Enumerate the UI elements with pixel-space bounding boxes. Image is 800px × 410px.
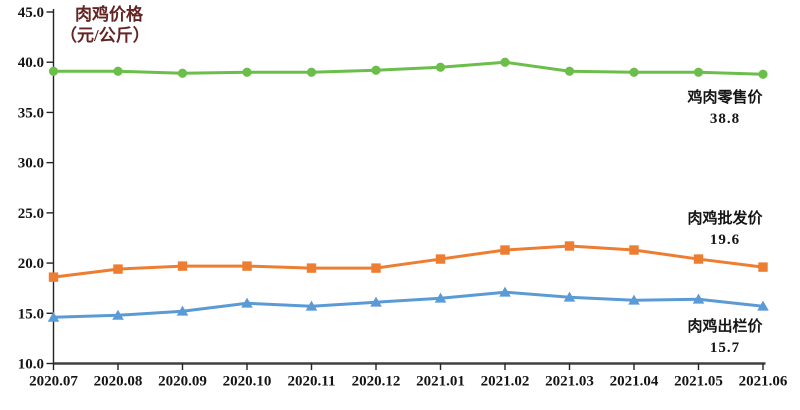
x-axis-label: 2020.10 [223, 374, 272, 390]
x-axis-label: 2021.06 [739, 374, 788, 390]
data-point-square [500, 245, 510, 255]
data-point-circle [177, 68, 188, 78]
x-axis-label: 2021.01 [416, 374, 465, 390]
data-point-triangle [112, 309, 124, 320]
data-point-triangle [434, 292, 447, 303]
x-axis-label: 2021.03 [545, 374, 594, 390]
series-annotation-broiler-farmgate: 肉鸡出栏价 15.7 [655, 317, 795, 359]
data-point-circle [758, 69, 768, 79]
series-line-2 [52, 290, 765, 319]
x-axis-label: 2020.09 [158, 374, 207, 390]
series-annotation-chicken-retail: 鸡肉零售价 38.8 [655, 88, 795, 130]
x-axis-label: 2021.02 [481, 374, 530, 390]
series-label-broiler-farmgate: 肉鸡出栏价 [687, 319, 763, 335]
chart-title-line2: （元/公斤） [60, 26, 150, 45]
series-value-chicken-retail: 38.8 [709, 111, 741, 127]
x-axis-label: 2021.05 [674, 374, 723, 390]
data-point-triangle [757, 300, 769, 311]
data-point-triangle [370, 296, 382, 307]
y-axis-label: 30.0 [18, 156, 44, 172]
series-label-broiler-wholesale: 肉鸡批发价 [687, 211, 763, 227]
series-value-broiler-farmgate: 15.7 [709, 340, 741, 356]
data-point-circle [48, 66, 59, 76]
data-point-square [113, 264, 123, 274]
data-point-circle [500, 57, 510, 67]
y-axis-label: 20.0 [18, 256, 44, 272]
series-value-broiler-wholesale: 19.6 [709, 232, 741, 248]
data-point-square [693, 254, 704, 264]
y-axis-label: 25.0 [18, 206, 44, 222]
data-point-square [435, 254, 446, 264]
data-point-circle [113, 66, 123, 76]
data-point-square [758, 262, 768, 272]
x-axis-label: 2021.04 [610, 374, 659, 390]
data-point-triangle [176, 305, 189, 316]
y-axis-label: 10.0 [18, 357, 44, 373]
data-point-triangle [692, 293, 705, 304]
y-axis-label: 45.0 [18, 5, 44, 21]
data-point-circle [371, 65, 381, 75]
chart-title: 肉鸡价格 （元/公斤） [60, 4, 150, 46]
data-point-circle [435, 62, 446, 72]
data-point-triangle [563, 291, 576, 302]
data-point-triangle [241, 297, 253, 308]
x-axis-label: 2020.07 [29, 374, 78, 390]
y-axis-label: 15.0 [18, 306, 44, 322]
series-line-0 [52, 60, 765, 76]
data-point-square [629, 245, 639, 255]
data-point-triangle [499, 286, 511, 297]
data-point-circle [629, 67, 639, 77]
data-point-square [371, 263, 381, 273]
data-point-square [177, 261, 188, 271]
data-point-square [306, 263, 317, 273]
y-axis-label: 35.0 [18, 105, 44, 121]
data-point-triangle [305, 300, 318, 311]
data-point-square [564, 241, 575, 251]
series-label-chicken-retail: 鸡肉零售价 [687, 90, 763, 106]
data-point-circle [306, 67, 317, 77]
data-point-square [48, 272, 59, 282]
series-annotation-broiler-wholesale: 肉鸡批发价 19.6 [655, 209, 795, 251]
data-point-circle [242, 67, 252, 77]
data-point-square [242, 261, 252, 271]
series-line-1 [52, 244, 765, 279]
x-axis-label: 2020.12 [352, 374, 401, 390]
data-point-circle [693, 67, 704, 77]
chart-title-line1: 肉鸡价格 [75, 5, 143, 24]
data-point-triangle [47, 311, 60, 322]
data-point-circle [564, 66, 575, 76]
y-axis-label: 40.0 [18, 55, 44, 71]
data-point-triangle [628, 294, 640, 305]
x-axis-label: 2020.11 [288, 374, 336, 390]
x-axis-label: 2020.08 [94, 374, 143, 390]
